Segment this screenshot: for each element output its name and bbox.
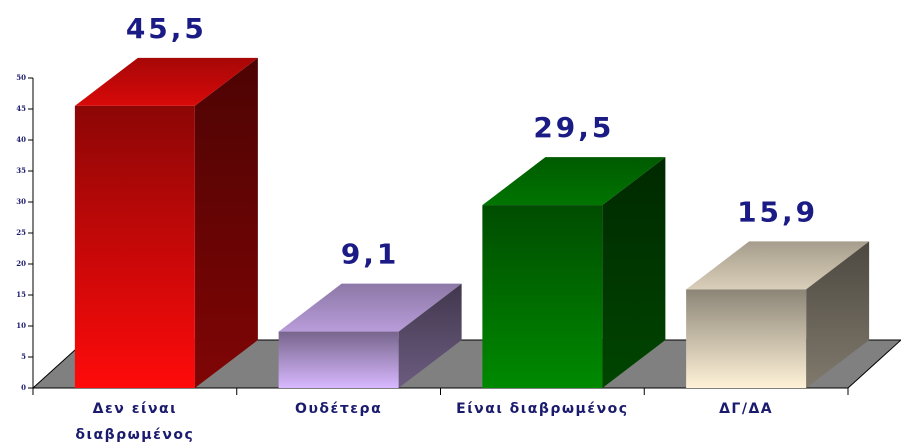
bar-side: [806, 241, 870, 388]
y-tick-label: 50: [16, 73, 26, 82]
x-tick-label: ΔΓ/ΔΑ: [719, 401, 774, 417]
y-tick-label: 30: [16, 197, 26, 206]
bar-side: [398, 283, 462, 388]
x-tick-label: Δεν είναι διαβρωμένος: [75, 401, 195, 443]
bar-front: [278, 331, 399, 388]
bar-front: [686, 289, 807, 388]
x-tick-label: Ουδέτερα: [295, 401, 383, 417]
bar-front: [482, 205, 603, 388]
value-label: 15,9: [737, 195, 818, 228]
bar: [482, 157, 666, 388]
bar-front: [74, 105, 195, 389]
y-tick-label: 5: [21, 352, 26, 361]
bar-side: [194, 57, 258, 389]
y-tick-label: 10: [16, 321, 26, 330]
value-label: 45,5: [126, 12, 207, 45]
value-label: 29,5: [533, 111, 614, 144]
bar-side: [602, 157, 666, 388]
bar: [74, 57, 258, 389]
bar: [278, 283, 462, 388]
bar-top: [686, 241, 870, 290]
y-tick-label: 35: [16, 166, 26, 175]
y-tick-label: 45: [16, 104, 26, 113]
bar-top: [278, 283, 462, 332]
bar-top: [482, 157, 666, 206]
y-tick-label: 25: [16, 228, 26, 237]
y-tick-label: 15: [16, 290, 26, 299]
value-label: 9,1: [341, 238, 400, 271]
x-tick-label: Είναι διαβρωμένος: [456, 401, 629, 417]
y-tick-label: 40: [16, 135, 26, 144]
bar: [686, 241, 870, 388]
bar-top: [74, 57, 258, 106]
y-tick-label: 0: [21, 383, 26, 392]
y-tick-label: 20: [16, 259, 26, 268]
